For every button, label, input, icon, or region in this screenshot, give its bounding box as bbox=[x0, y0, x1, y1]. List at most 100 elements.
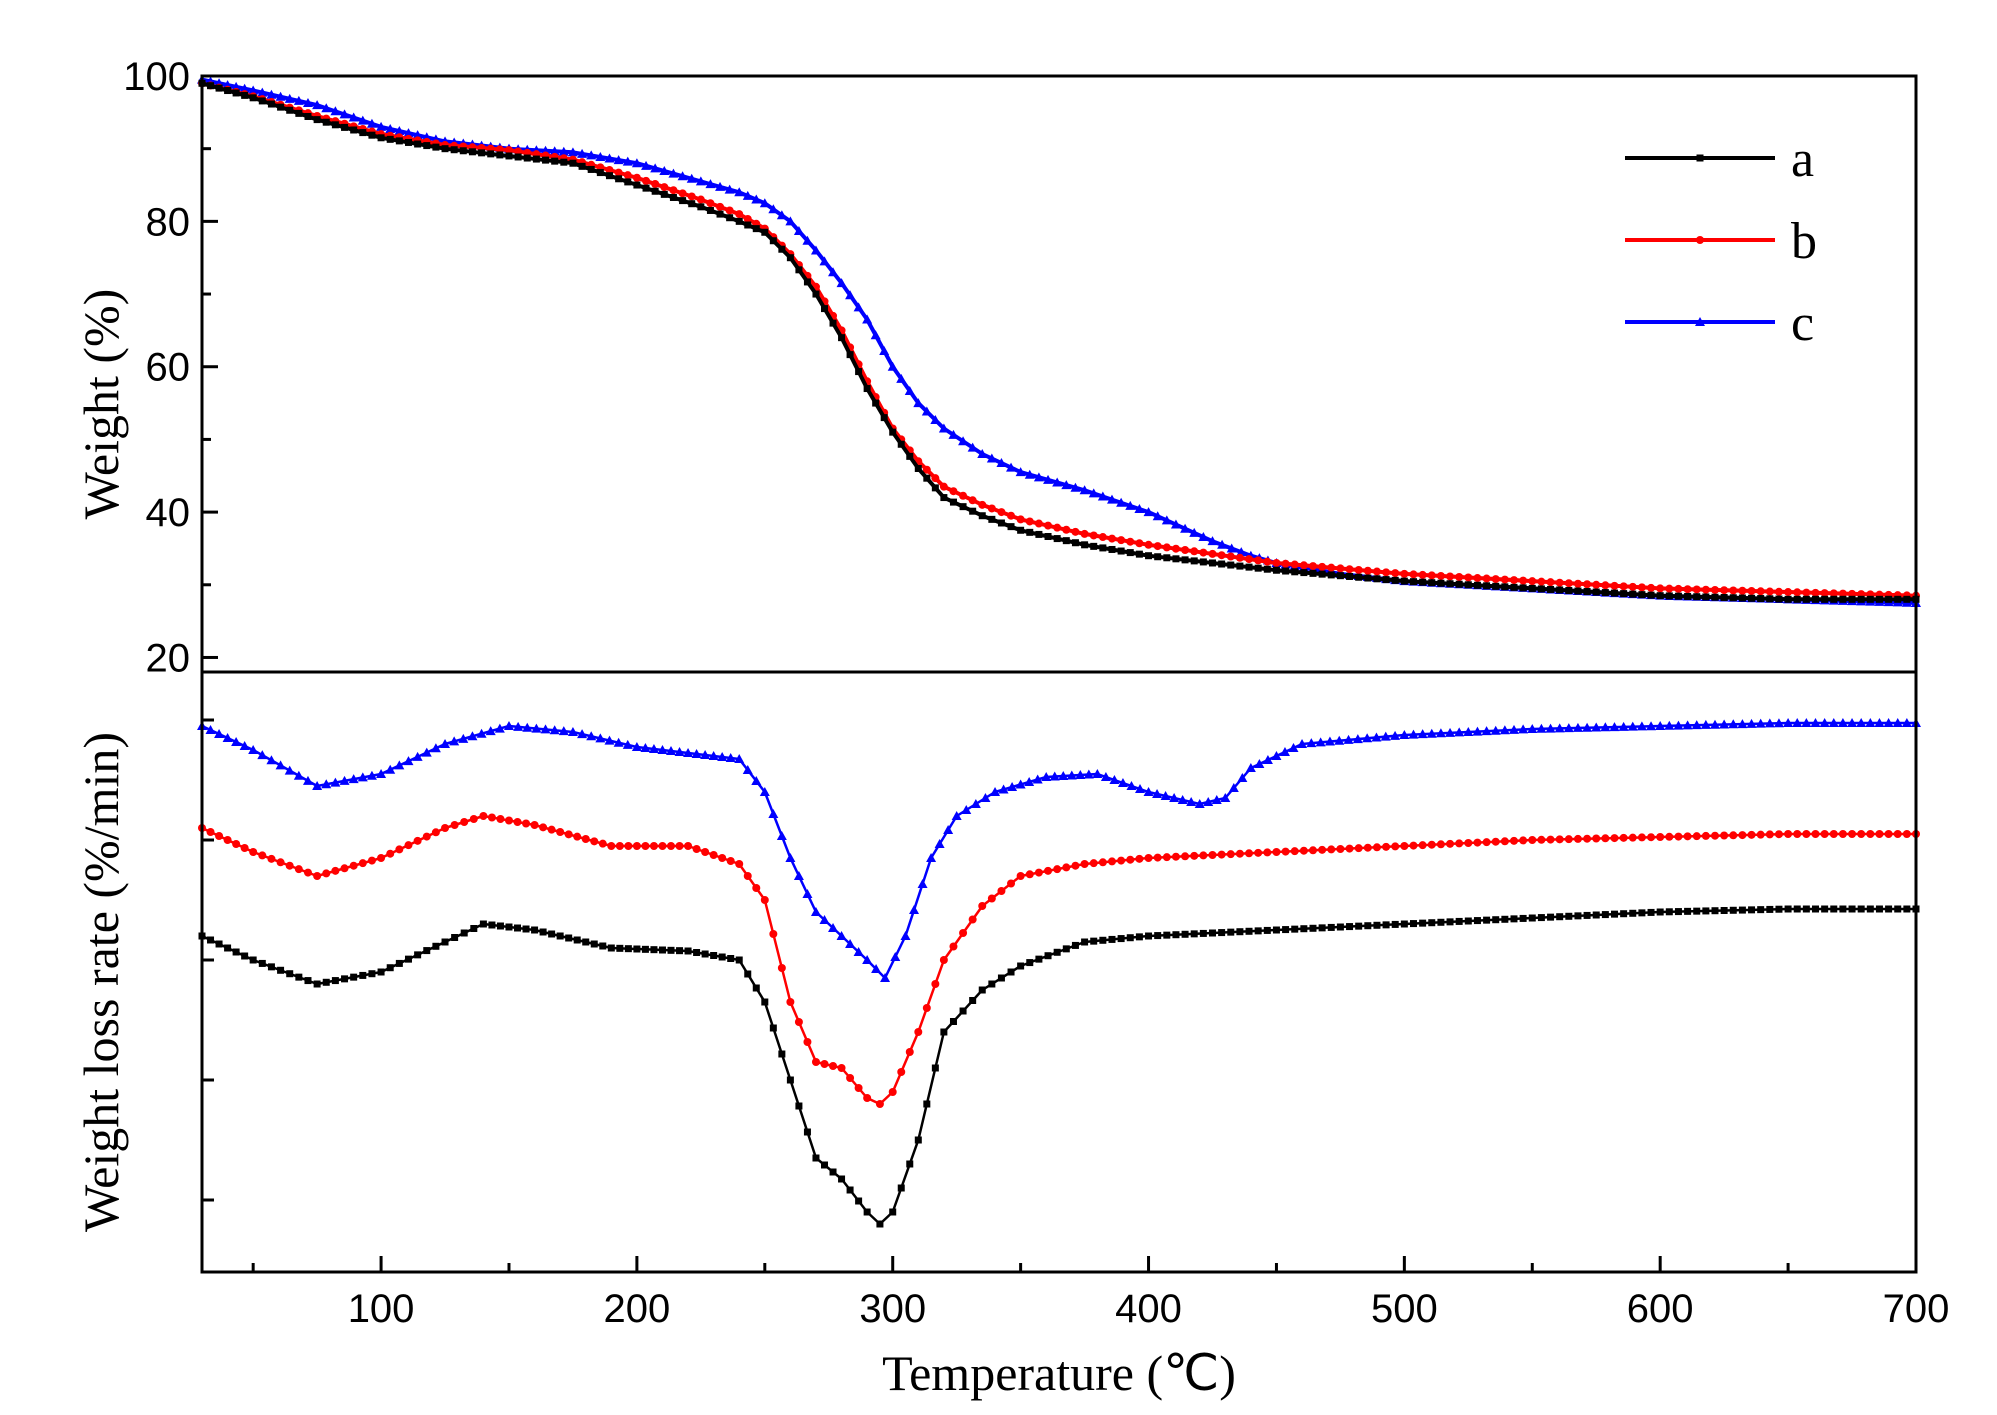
series-b-tga-point bbox=[642, 176, 651, 185]
series-a-tga-point bbox=[496, 151, 504, 159]
series-b-dtg-point bbox=[522, 819, 531, 828]
series-c-dtg-point bbox=[1600, 722, 1611, 732]
series-b-dtg-point bbox=[987, 894, 996, 903]
series-a-dtg-point bbox=[1848, 905, 1856, 913]
series-c-tga-point bbox=[1033, 472, 1044, 482]
series-a-tga-point bbox=[633, 181, 641, 189]
series-a-dtg-point bbox=[906, 1160, 914, 1168]
series-a-tga-point bbox=[1081, 541, 1089, 549]
series-a-tga-point bbox=[313, 116, 321, 124]
series-a-dtg-point bbox=[633, 945, 641, 953]
series-b-tga-point bbox=[1044, 521, 1053, 530]
series-c-tga-point bbox=[1006, 462, 1017, 472]
series-a-dtg-point bbox=[1355, 922, 1363, 930]
series-a-tga-point bbox=[1190, 557, 1198, 565]
series-a-tga-point bbox=[1236, 562, 1244, 570]
series-c-tga-point bbox=[930, 415, 941, 425]
series-b-dtg-point bbox=[675, 842, 684, 850]
series-a-dtg-point bbox=[1903, 905, 1911, 913]
series-b-tga-point bbox=[1509, 576, 1518, 585]
series-b-dtg-point bbox=[422, 832, 431, 841]
series-b-tga-point bbox=[1181, 545, 1190, 554]
series-a-tga-point bbox=[249, 94, 257, 102]
series-a-tga-point bbox=[341, 123, 349, 131]
series-b-dtg-point bbox=[1245, 849, 1254, 858]
series-a-tga-point bbox=[1638, 591, 1646, 599]
series-a-dtg-point bbox=[359, 971, 367, 979]
series-a-tga-point bbox=[532, 155, 540, 163]
series-a-tga-point bbox=[778, 245, 786, 253]
series-b-dtg-point bbox=[1409, 841, 1418, 850]
series-a-dtg-point bbox=[710, 952, 718, 959]
series-c-dtg-point bbox=[1901, 718, 1912, 727]
series-a-dtg-point bbox=[1007, 968, 1015, 976]
series-a-tga-point bbox=[820, 305, 828, 313]
series-a-dtg-point bbox=[1711, 907, 1719, 915]
series-b-dtg-point bbox=[1902, 830, 1911, 838]
series-b-tga-point bbox=[1555, 578, 1564, 587]
series-c-tga-point bbox=[734, 187, 745, 197]
series-a-dtg-point bbox=[241, 952, 249, 960]
series-b-dtg-point bbox=[1720, 831, 1729, 840]
series-a-dtg-point bbox=[1729, 906, 1737, 914]
series-c-tga-point bbox=[862, 314, 873, 324]
series-a-dtg-point bbox=[1126, 934, 1134, 942]
series-b-dtg-point bbox=[769, 930, 778, 938]
series-b-tga-point bbox=[514, 147, 523, 156]
series-a-dtg-point bbox=[1419, 919, 1427, 927]
series-c-dtg-point bbox=[1117, 778, 1128, 787]
series-b-tga-point bbox=[1692, 585, 1701, 594]
series-b-tga-point bbox=[1473, 574, 1482, 583]
series-c-tga-point bbox=[403, 128, 414, 138]
series-b-dtg-point bbox=[1519, 836, 1528, 845]
series-a-dtg-point bbox=[582, 938, 590, 946]
series-a-tga-point bbox=[359, 129, 367, 137]
series-a-dtg-point bbox=[539, 928, 547, 936]
series-a-tga-point bbox=[688, 200, 696, 208]
series-a-dtg-point bbox=[1875, 905, 1883, 913]
series-c-dtg-point bbox=[1737, 719, 1748, 729]
series-a-tga-point bbox=[1519, 584, 1527, 592]
series-a-dtg-point bbox=[1382, 921, 1390, 929]
series-c-dtg-point bbox=[531, 723, 542, 733]
series-a-dtg-point bbox=[1830, 905, 1838, 913]
series-c-dtg-point bbox=[1655, 721, 1666, 730]
series-b-tga-point bbox=[706, 199, 715, 208]
series-a-dtg-point bbox=[470, 925, 478, 932]
series-c-dtg-point bbox=[1324, 736, 1335, 746]
series-b-dtg-point bbox=[939, 956, 948, 964]
series-a-dtg-point bbox=[701, 950, 709, 958]
series-a-tga-point bbox=[1473, 581, 1481, 589]
series-a-dtg-point bbox=[676, 947, 684, 955]
legend-marker-b bbox=[1696, 236, 1704, 244]
series-a-dtg-point bbox=[386, 964, 394, 972]
series-c-dtg-point bbox=[717, 752, 728, 761]
series-c-dtg-point bbox=[522, 722, 533, 732]
series-b-tga-point bbox=[987, 504, 996, 513]
series-a-dtg-point bbox=[1026, 959, 1034, 967]
series-b-dtg-point bbox=[1171, 852, 1180, 861]
series-b-dtg-point bbox=[692, 845, 701, 853]
series-b-tga-point bbox=[1820, 589, 1829, 598]
series-a-dtg-point bbox=[1172, 931, 1180, 939]
series-c-dtg-point bbox=[1135, 784, 1146, 793]
series-a-tga-point bbox=[1227, 561, 1235, 569]
series-a-dtg-point bbox=[322, 978, 330, 986]
series-a-tga-point bbox=[267, 100, 275, 108]
series-b-dtg-point bbox=[1117, 856, 1126, 865]
series-a-dtg-point bbox=[249, 956, 257, 964]
series-c-dtg-point bbox=[1591, 722, 1602, 732]
series-a-tga-point bbox=[1062, 537, 1070, 545]
series-a-tga-point bbox=[1556, 586, 1564, 594]
series-c-dtg-point bbox=[1408, 729, 1419, 739]
series-b-tga-point bbox=[1592, 580, 1601, 589]
series-a-tga-point bbox=[1099, 544, 1107, 552]
series-c-dtg-point bbox=[586, 731, 597, 741]
series-c-tga-point bbox=[967, 442, 978, 452]
series-b-dtg-point bbox=[215, 832, 224, 840]
series-c-dtg-point bbox=[1856, 718, 1867, 727]
series-a-dtg-point bbox=[744, 970, 752, 978]
series-a-dtg-point bbox=[1400, 920, 1408, 928]
series-b-dtg-point bbox=[1500, 837, 1509, 846]
series-b-dtg-point bbox=[1756, 830, 1765, 839]
